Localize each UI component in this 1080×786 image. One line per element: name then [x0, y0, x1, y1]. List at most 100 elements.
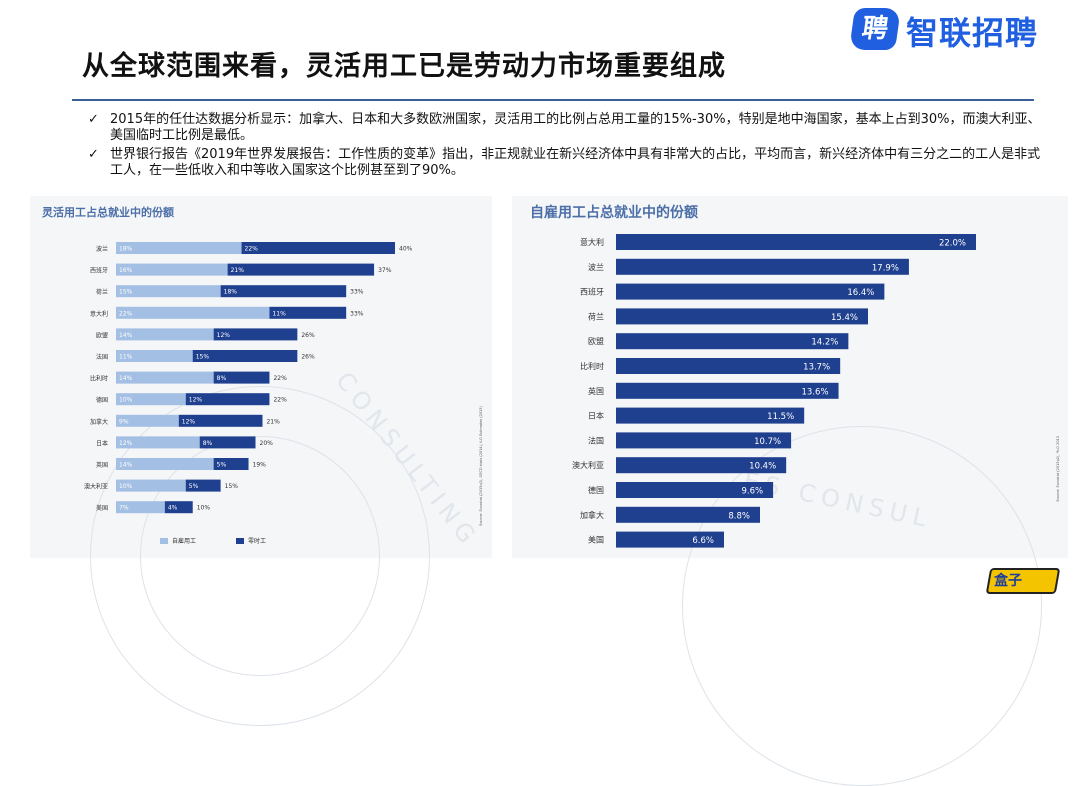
mascot-text: 盒子	[994, 573, 1022, 589]
page-title: 从全球范围来看，灵活用工已是劳动力市场重要组成	[82, 51, 726, 82]
bar-value-label: 11%	[119, 354, 133, 361]
bar-segment	[192, 350, 298, 362]
chart-source: Source: Eurostat (2015q2), *ILO 2013	[1056, 436, 1060, 502]
legend-item: 零时工	[236, 536, 266, 545]
bar-value-label: 22%	[119, 310, 133, 317]
bar-segment	[185, 479, 221, 492]
bar-value-label: 10.4%	[749, 462, 776, 472]
category-label: 比利时	[580, 361, 604, 371]
bullet-item: ✓ 2015年的任仕达数据分析显示：加拿大、日本和大多数欧洲国家，灵活用工的比例…	[88, 112, 1048, 144]
bar-segment	[116, 242, 242, 254]
chart-source: Source: Eurostat (2015q2), OECD stats (2…	[479, 406, 483, 526]
bar-segment	[116, 285, 221, 298]
bar-value-label: 17.9%	[872, 263, 899, 273]
chart-title: 自雇用工占总就业中的份额	[530, 205, 698, 221]
bar	[616, 457, 787, 474]
bar-segment	[213, 328, 298, 341]
bar	[616, 258, 909, 275]
bar	[616, 482, 774, 498]
bar-value-label: 21%	[231, 267, 245, 274]
category-label: 法国	[96, 353, 108, 361]
category-label: 澳大利亚	[84, 483, 108, 491]
bar-value-label: 14.2%	[811, 338, 838, 348]
bar-total-label: 22%	[273, 375, 287, 382]
legend-swatch	[236, 537, 245, 544]
bar-value-label: 12%	[217, 332, 231, 339]
legend-item: 自雇用工	[160, 536, 196, 545]
category-label: 荷兰	[96, 288, 108, 296]
bar-value-label: 14%	[119, 332, 133, 339]
bar-segment	[116, 501, 165, 514]
bar-value-label: 4%	[168, 505, 178, 512]
legend-label: 零时工	[248, 538, 267, 545]
bar	[616, 506, 760, 523]
chart-legend: 自雇用工 零时工	[160, 536, 266, 545]
bullet-text: 世界银行报告《2019年世界发展报告：工作性质的变革》指出，非正规就业在新兴经济…	[110, 147, 1041, 178]
bar-value-label: 6.6%	[692, 536, 714, 546]
bar	[616, 358, 841, 374]
logo-text: 智联招聘	[906, 14, 1039, 52]
bar-value-label: 12%	[182, 418, 196, 425]
bullet-text: 2015年的任仕达数据分析显示：加拿大、日本和大多数欧洲国家，灵活用工的比例占总…	[110, 112, 1041, 143]
bar-segment	[116, 479, 186, 492]
category-label: 澳大利亚	[572, 460, 604, 470]
bar-total-label: 15%	[225, 483, 239, 490]
mascot-logo: 盒子	[985, 564, 1070, 598]
slide: 从全球范围来看，灵活用工已是劳动力市场重要组成 聘 智联招聘 ✓ 2015年的任…	[30, 8, 1070, 786]
category-label: 欧盟	[588, 336, 604, 346]
bar	[616, 407, 805, 424]
category-label: 比利时	[90, 375, 108, 383]
bar-total-label: 26%	[301, 332, 315, 339]
bar-segment	[116, 328, 214, 341]
logo-badge-icon: 聘	[849, 8, 901, 50]
bar-value-label: 8.8%	[728, 511, 750, 521]
bar-segment	[116, 436, 200, 449]
bar-value-label: 12%	[189, 397, 203, 404]
bar-total-label: 26%	[301, 354, 315, 361]
bar-value-label: 13.7%	[803, 363, 830, 373]
bar-segment	[116, 458, 214, 470]
category-label: 欧盟	[96, 331, 108, 339]
bar-segment	[116, 393, 186, 406]
bar-value-label: 18%	[119, 246, 133, 253]
category-label: 日本	[96, 439, 108, 447]
category-label: 德国	[588, 485, 604, 495]
bar-segment	[199, 436, 256, 449]
bar-total-label: 37%	[378, 267, 392, 274]
category-label: 英国	[588, 386, 604, 396]
bar-value-label: 15%	[196, 354, 210, 361]
legend-label: 自雇用工	[172, 538, 197, 545]
bar-value-label: 8%	[203, 440, 213, 447]
bar-segment	[185, 393, 270, 406]
bar	[616, 531, 724, 548]
category-label: 西班牙	[90, 267, 108, 275]
stacked-bar-chart: 波兰 18% 22% 40% 西班牙 16% 21% 37% 荷兰 15% 18% 33% 意大利 22%…	[84, 242, 413, 514]
bar-value-label: 18%	[224, 289, 238, 296]
bar-value-label: 13.6%	[802, 387, 829, 397]
bar	[616, 432, 792, 449]
bar-total-label: 33%	[350, 289, 364, 296]
bar	[616, 234, 976, 250]
category-label: 波兰	[588, 262, 604, 272]
bar-segment	[116, 350, 193, 362]
bar-segment	[269, 306, 347, 319]
bar-value-label: 22.0%	[939, 239, 966, 249]
bar	[616, 308, 868, 325]
category-label: 荷兰	[588, 311, 604, 321]
bar	[616, 283, 885, 300]
bar	[616, 333, 849, 350]
bar-total-label: 19%	[253, 462, 267, 469]
bar-value-label: 15%	[119, 289, 133, 296]
bar-value-label: 5%	[217, 462, 227, 469]
bar-value-label: 9%	[119, 418, 129, 425]
bar-value-label: 22%	[245, 246, 259, 253]
bar-value-label: 9.6%	[741, 487, 763, 497]
flexible-employment-chart-panel: CONSULTING 灵活用工占总就业中的份额 波兰 18% 22% 40% 西班牙 16…	[30, 196, 492, 726]
bar-total-label: 22%	[273, 397, 287, 404]
category-label: 法国	[588, 435, 604, 445]
bar-chart: 意大利 22.0% 波兰 17.9% 西班牙 16.4% 荷兰 15.4% 欧盟 14.2% 比利时…	[572, 234, 976, 548]
bar-segment	[116, 306, 270, 319]
bar-value-label: 15.4%	[831, 313, 858, 323]
bar-value-label: 8%	[217, 375, 227, 382]
bullet-list: ✓ 2015年的任仕达数据分析显示：加拿大、日本和大多数欧洲国家，灵活用工的比例…	[88, 112, 1048, 182]
